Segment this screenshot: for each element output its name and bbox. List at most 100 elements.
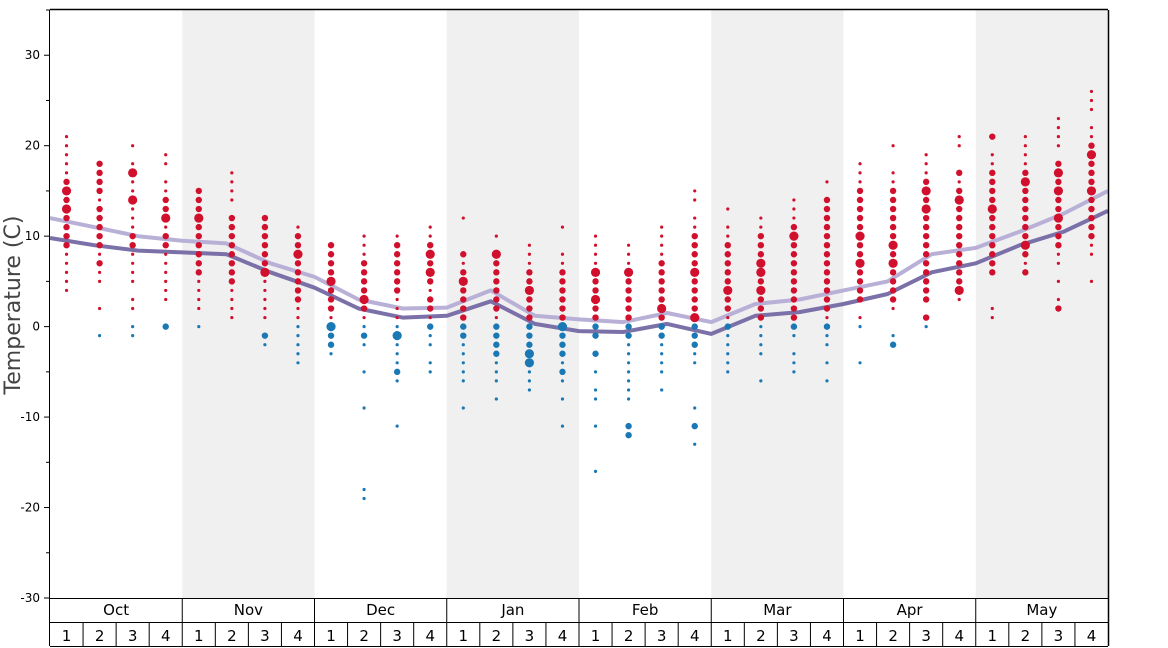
data-point — [96, 214, 103, 222]
data-point — [658, 260, 665, 267]
data-point — [294, 232, 302, 240]
data-point — [524, 285, 535, 296]
y-tick-label: 30 — [25, 48, 40, 62]
data-point — [590, 294, 601, 305]
data-point — [924, 153, 928, 157]
data-point — [1023, 162, 1027, 166]
data-point — [889, 341, 897, 348]
data-point — [989, 269, 996, 276]
data-point — [626, 379, 631, 383]
week-label: 3 — [392, 627, 402, 645]
data-point — [724, 260, 731, 267]
data-point — [131, 216, 135, 220]
data-point — [625, 323, 632, 330]
data-points — [61, 89, 1097, 501]
data-point — [1089, 243, 1094, 247]
data-point — [891, 180, 895, 184]
data-point — [428, 361, 432, 365]
data-point — [660, 361, 664, 365]
data-point — [327, 287, 335, 294]
data-point — [425, 267, 435, 277]
data-point — [360, 278, 368, 285]
data-point — [856, 269, 864, 276]
week-label: 4 — [293, 627, 303, 645]
data-point — [560, 225, 565, 229]
week-label: 3 — [260, 627, 270, 645]
data-point — [195, 232, 202, 240]
data-point — [64, 288, 69, 293]
data-point — [393, 269, 401, 276]
data-point — [691, 341, 698, 348]
data-point — [526, 305, 533, 312]
data-point — [164, 261, 168, 265]
data-point — [96, 242, 103, 249]
data-point — [825, 379, 829, 383]
data-point — [790, 242, 798, 249]
data-point — [63, 242, 70, 249]
data-point — [261, 332, 269, 339]
data-point — [1055, 232, 1062, 240]
data-point — [460, 332, 467, 339]
data-point — [693, 406, 697, 410]
data-point — [327, 251, 335, 258]
data-point — [792, 334, 796, 338]
data-point — [691, 296, 698, 303]
data-point — [61, 204, 72, 214]
data-point — [790, 278, 798, 285]
week-label: 1 — [988, 627, 998, 645]
data-point — [1022, 214, 1029, 222]
data-point — [1089, 126, 1094, 130]
data-point — [327, 332, 335, 339]
data-point — [164, 279, 168, 283]
data-point — [64, 144, 69, 148]
data-point — [296, 352, 300, 356]
month-label-nov: Nov — [234, 601, 263, 619]
data-point — [693, 189, 697, 193]
data-point — [625, 431, 632, 439]
data-point — [922, 178, 930, 186]
month-label-dec: Dec — [366, 601, 395, 619]
data-point — [64, 270, 69, 274]
data-point — [823, 305, 831, 312]
data-point — [1022, 169, 1029, 177]
y-tick-label: 10 — [25, 229, 40, 243]
data-point — [131, 225, 135, 229]
data-point — [658, 278, 665, 285]
data-point — [559, 269, 566, 276]
data-point — [792, 216, 796, 220]
data-point — [230, 171, 234, 175]
data-point — [64, 261, 69, 265]
data-point — [493, 305, 500, 312]
data-point — [625, 287, 632, 294]
data-point — [759, 334, 763, 338]
data-point — [658, 314, 665, 321]
data-point — [921, 186, 931, 196]
data-point — [327, 296, 335, 303]
data-point — [162, 196, 169, 204]
data-point — [326, 276, 336, 286]
data-point — [657, 303, 667, 314]
data-point — [493, 341, 500, 348]
data-point — [230, 189, 234, 193]
data-point — [294, 269, 302, 276]
data-point — [461, 343, 465, 347]
data-point — [1055, 223, 1062, 231]
data-point — [792, 207, 796, 211]
data-point — [393, 260, 401, 267]
data-point — [131, 297, 135, 302]
data-point — [825, 361, 829, 365]
data-point — [197, 288, 201, 293]
data-point — [460, 305, 467, 312]
data-point — [493, 287, 500, 294]
data-point — [756, 267, 766, 277]
data-point — [593, 234, 598, 238]
data-point — [296, 225, 300, 229]
data-point — [296, 343, 300, 347]
data-point — [989, 196, 996, 204]
data-point — [428, 334, 432, 338]
data-point — [691, 278, 698, 285]
data-point — [164, 225, 168, 229]
light-trend-line — [49, 189, 1109, 325]
data-point — [625, 422, 632, 430]
